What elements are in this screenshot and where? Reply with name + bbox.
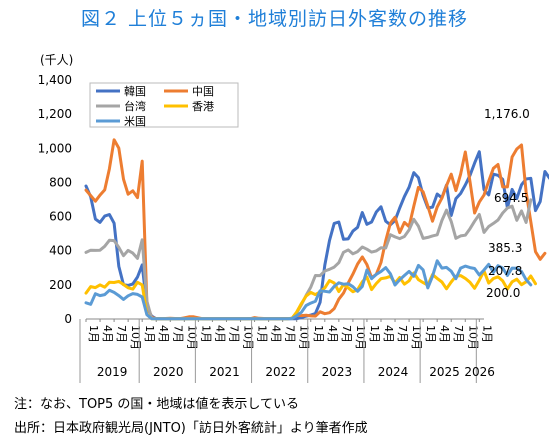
series-line-米国 — [84, 259, 533, 321]
legend-label: 米国 — [124, 115, 146, 128]
y-axis-unit-label: (千人) — [40, 53, 73, 67]
x-tick-label: 10月 — [129, 325, 142, 350]
x-tick-label: 1月 — [480, 325, 493, 343]
x-tick-label: 4月 — [326, 325, 339, 343]
end-value-label: 694.5 — [494, 191, 528, 205]
x-tick-label: 4月 — [382, 325, 395, 343]
chart-title: 図２ 上位５ヵ国・地域別訪日外客数の推移 — [80, 8, 469, 30]
legend-label: 韓国 — [124, 85, 146, 98]
legend-label: 中国 — [192, 85, 214, 98]
x-tick-label: 4月 — [101, 325, 114, 343]
x-tick-label: 7月 — [284, 325, 297, 343]
x-tick-label: 7月 — [452, 325, 465, 343]
year-label: 2020 — [153, 365, 184, 379]
x-tick-label: 10月 — [354, 325, 367, 350]
x-tick-label: 7月 — [396, 325, 409, 343]
series-line-中国 — [84, 138, 547, 321]
x-tick-label: 7月 — [171, 325, 184, 343]
year-label: 2023 — [322, 365, 353, 379]
y-tick-label: 200 — [49, 278, 72, 292]
end-value-label: 200.0 — [486, 286, 520, 300]
x-tick-label: 4月 — [270, 325, 283, 343]
year-label: 2022 — [265, 365, 296, 379]
legend-label: 香港 — [192, 100, 214, 113]
x-tick-label: 1月 — [424, 325, 437, 343]
series-line-香港 — [84, 269, 537, 321]
x-tick-label: 7月 — [340, 325, 353, 343]
y-tick-label: 1,200 — [38, 107, 72, 121]
legend-label: 台湾 — [124, 99, 146, 113]
y-tick-label: 400 — [49, 244, 72, 258]
y-tick-label: 800 — [49, 175, 72, 189]
x-tick-label: 1月 — [87, 325, 100, 343]
x-tick-label: 1月 — [143, 325, 156, 343]
x-tick-label: 1月 — [312, 325, 325, 343]
year-label: 2019 — [97, 365, 128, 379]
x-tick-label: 1月 — [256, 325, 269, 343]
x-tick-label: 1月 — [199, 325, 212, 343]
x-tick-label: 10月 — [298, 325, 311, 350]
y-tick-label: 0 — [64, 312, 72, 326]
series-line-台湾 — [84, 198, 533, 321]
end-value-label: 207.8 — [488, 264, 522, 278]
year-label: 2021 — [209, 365, 240, 379]
chart-note: 注：なお、TOP5 の国・地域は値を表示している — [14, 397, 300, 412]
year-label: 2025 — [429, 365, 460, 379]
x-tick-label: 10月 — [185, 325, 198, 350]
end-value-label: 385.3 — [488, 241, 522, 255]
x-tick-label: 7月 — [115, 325, 128, 343]
x-tick-label: 10月 — [410, 325, 423, 350]
x-tick-label: 4月 — [438, 325, 451, 343]
y-tick-label: 1,400 — [38, 73, 72, 87]
y-tick-label: 600 — [49, 210, 72, 224]
end-value-label: 1,176.0 — [484, 107, 530, 121]
year-label: 2026 — [464, 365, 495, 379]
x-tick-label: 4月 — [157, 325, 170, 343]
x-tick-label: 10月 — [466, 325, 479, 350]
x-tick-label: 7月 — [227, 325, 240, 343]
y-tick-label: 1,000 — [38, 141, 72, 155]
year-label: 2024 — [378, 365, 409, 379]
chart-source: 出所：日本政府観光局(JNTO)「訪日外客統計」より筆者作成 — [14, 421, 368, 436]
x-tick-label: 1月 — [368, 325, 381, 343]
x-tick-label: 10月 — [242, 325, 255, 350]
x-tick-label: 4月 — [213, 325, 226, 343]
